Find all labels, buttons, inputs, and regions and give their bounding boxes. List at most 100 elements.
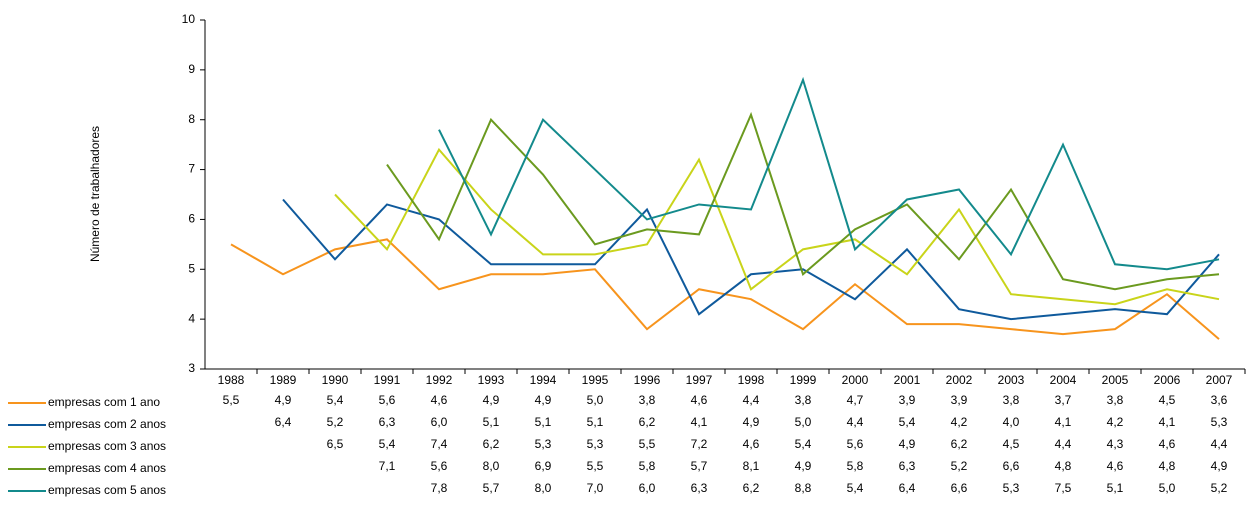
y-tick-label: 5 bbox=[188, 261, 195, 275]
table-value: 6,2 bbox=[639, 415, 656, 429]
y-tick-label: 3 bbox=[188, 361, 195, 375]
table-value: 4,1 bbox=[691, 415, 708, 429]
table-value: 5,7 bbox=[691, 459, 708, 473]
table-value: 4,8 bbox=[1159, 459, 1176, 473]
table-value: 7,2 bbox=[691, 437, 708, 451]
table-value: 4,9 bbox=[899, 437, 916, 451]
x-tick-label: 1989 bbox=[270, 373, 297, 387]
x-tick-label: 1995 bbox=[582, 373, 609, 387]
table-value: 5,4 bbox=[379, 437, 396, 451]
x-tick-label: 2007 bbox=[1206, 373, 1233, 387]
table-value: 4,3 bbox=[1107, 437, 1124, 451]
table-value: 4,9 bbox=[483, 393, 500, 407]
table-value: 4,0 bbox=[1003, 415, 1020, 429]
x-tick-label: 1999 bbox=[790, 373, 817, 387]
table-value: 8,0 bbox=[535, 481, 552, 495]
table-value: 3,8 bbox=[795, 393, 812, 407]
table-value: 6,5 bbox=[327, 437, 344, 451]
table-value: 4,9 bbox=[1211, 459, 1228, 473]
x-tick-label: 1992 bbox=[426, 373, 453, 387]
legend-label: empresas com 2 anos bbox=[48, 417, 166, 431]
table-value: 4,4 bbox=[847, 415, 864, 429]
table-value: 4,9 bbox=[275, 393, 292, 407]
table-value: 3,7 bbox=[1055, 393, 1072, 407]
table-value: 3,8 bbox=[1003, 393, 1020, 407]
table-value: 6,0 bbox=[639, 481, 656, 495]
series-line bbox=[334, 147, 1220, 306]
legend-label: empresas com 5 anos bbox=[48, 483, 166, 497]
table-value: 4,1 bbox=[1055, 415, 1072, 429]
table-value: 5,8 bbox=[847, 459, 864, 473]
table-value: 4,9 bbox=[743, 415, 760, 429]
y-tick-label: 4 bbox=[188, 311, 195, 325]
table-value: 5,6 bbox=[379, 393, 396, 407]
x-tick-label: 1994 bbox=[530, 373, 557, 387]
series-line bbox=[282, 198, 1220, 321]
table-value: 6,9 bbox=[535, 459, 552, 473]
x-tick-label: 2006 bbox=[1154, 373, 1181, 387]
table-value: 7,8 bbox=[431, 481, 448, 495]
table-value: 6,2 bbox=[483, 437, 500, 451]
table-value: 5,6 bbox=[847, 437, 864, 451]
table-value: 5,5 bbox=[223, 393, 240, 407]
y-tick-label: 6 bbox=[188, 212, 195, 226]
table-value: 5,4 bbox=[327, 393, 344, 407]
table-value: 8,8 bbox=[795, 481, 812, 495]
table-value: 5,7 bbox=[483, 481, 500, 495]
legend-label: empresas com 4 anos bbox=[48, 461, 166, 475]
x-tick-label: 1997 bbox=[686, 373, 713, 387]
table-value: 6,2 bbox=[951, 437, 968, 451]
table-value: 4,5 bbox=[1003, 437, 1020, 451]
x-tick-label: 2004 bbox=[1050, 373, 1077, 387]
legend-label: empresas com 3 anos bbox=[48, 439, 166, 453]
table-value: 5,0 bbox=[1159, 481, 1176, 495]
table-value: 5,3 bbox=[1003, 481, 1020, 495]
table-value: 5,0 bbox=[587, 393, 604, 407]
table-value: 7,1 bbox=[379, 459, 396, 473]
table-value: 7,0 bbox=[587, 481, 604, 495]
x-tick-label: 1993 bbox=[478, 373, 505, 387]
table-value: 5,2 bbox=[1211, 481, 1228, 495]
table-value: 6,4 bbox=[275, 415, 292, 429]
table-value: 5,3 bbox=[587, 437, 604, 451]
x-tick-label: 1998 bbox=[738, 373, 765, 387]
table-value: 6,3 bbox=[691, 481, 708, 495]
table-value: 4,6 bbox=[691, 393, 708, 407]
table-value: 4,6 bbox=[431, 393, 448, 407]
table-value: 4,4 bbox=[1211, 437, 1228, 451]
table-value: 4,2 bbox=[1107, 415, 1124, 429]
series-line bbox=[386, 111, 1220, 291]
x-tick-label: 2003 bbox=[998, 373, 1025, 387]
table-value: 4,4 bbox=[743, 393, 760, 407]
y-axis-label: Número de trabalhadores bbox=[88, 126, 102, 262]
table-value: 6,3 bbox=[379, 415, 396, 429]
table-value: 5,8 bbox=[639, 459, 656, 473]
table-value: 5,5 bbox=[639, 437, 656, 451]
table-value: 5,5 bbox=[587, 459, 604, 473]
series-line bbox=[438, 76, 1220, 271]
table-value: 4,6 bbox=[743, 437, 760, 451]
table-value: 5,1 bbox=[1107, 481, 1124, 495]
table-value: 3,6 bbox=[1211, 393, 1228, 407]
table-value: 4,9 bbox=[535, 393, 552, 407]
table-value: 4,5 bbox=[1159, 393, 1176, 407]
table-value: 5,4 bbox=[847, 481, 864, 495]
y-tick-label: 7 bbox=[188, 162, 195, 176]
table-value: 4,8 bbox=[1055, 459, 1072, 473]
table-value: 5,1 bbox=[535, 415, 552, 429]
x-tick-label: 1991 bbox=[374, 373, 401, 387]
table-value: 5,4 bbox=[899, 415, 916, 429]
table-value: 5,2 bbox=[951, 459, 968, 473]
x-tick-label: 2002 bbox=[946, 373, 973, 387]
x-tick-label: 1996 bbox=[634, 373, 661, 387]
table-value: 4,2 bbox=[951, 415, 968, 429]
table-value: 3,8 bbox=[1107, 393, 1124, 407]
y-tick-label: 10 bbox=[182, 12, 196, 26]
x-tick-label: 1990 bbox=[322, 373, 349, 387]
table-value: 6,2 bbox=[743, 481, 760, 495]
table-value: 5,1 bbox=[587, 415, 604, 429]
table-value: 4,1 bbox=[1159, 415, 1176, 429]
table-value: 5,0 bbox=[795, 415, 812, 429]
table-value: 5,6 bbox=[431, 459, 448, 473]
